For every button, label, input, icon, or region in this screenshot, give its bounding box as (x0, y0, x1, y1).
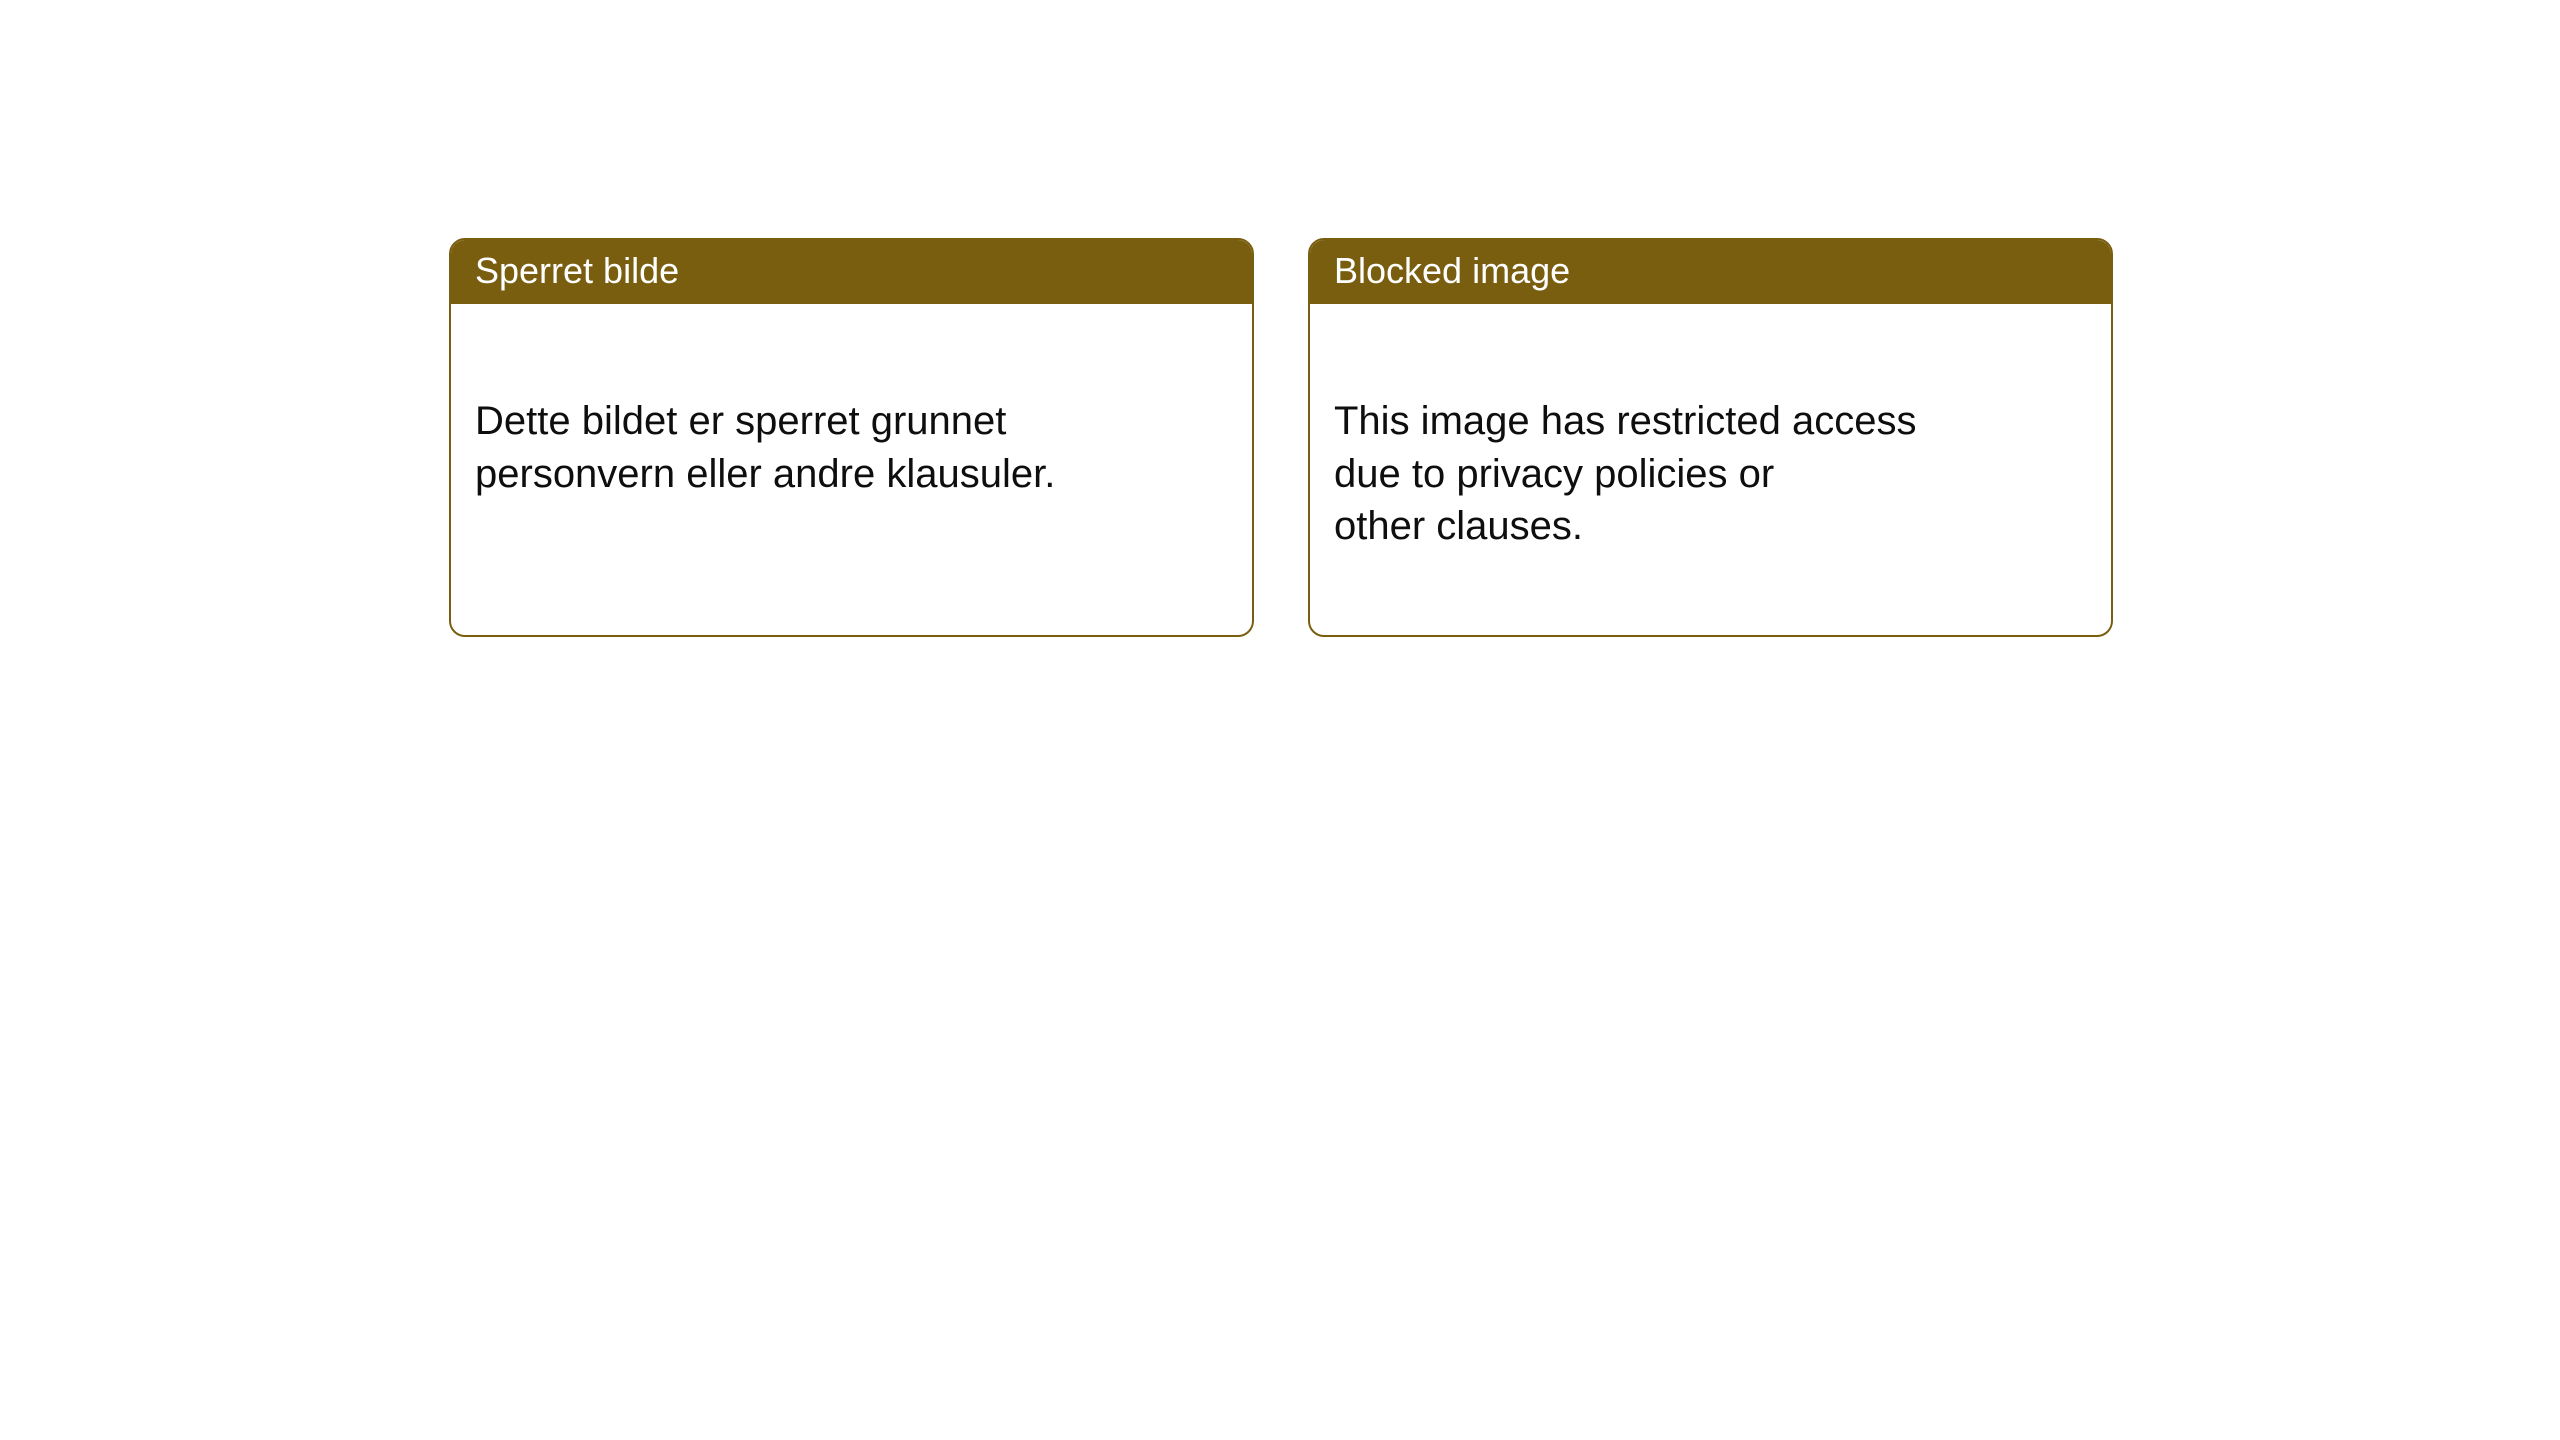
card-message-en: This image has restricted access due to … (1334, 399, 1916, 549)
card-body-en: This image has restricted access due to … (1310, 304, 2111, 635)
card-body-no: Dette bildet er sperret grunnet personve… (451, 304, 1252, 582)
blocked-image-card-en: Blocked image This image has restricted … (1308, 238, 2113, 637)
card-header-en: Blocked image (1310, 240, 2111, 304)
card-header-no: Sperret bilde (451, 240, 1252, 304)
card-title-en: Blocked image (1334, 250, 1570, 291)
card-title-no: Sperret bilde (475, 250, 679, 291)
blocked-image-card-no: Sperret bilde Dette bildet er sperret gr… (449, 238, 1254, 637)
notice-container: Sperret bilde Dette bildet er sperret gr… (0, 0, 2560, 637)
card-message-no: Dette bildet er sperret grunnet personve… (475, 399, 1055, 496)
